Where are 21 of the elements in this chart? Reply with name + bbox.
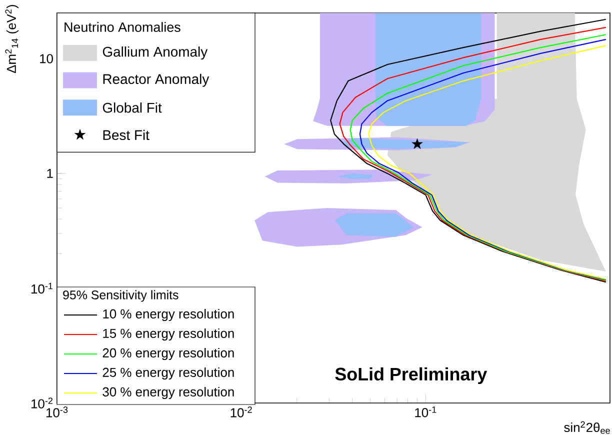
annotation: SoLid Preliminary xyxy=(335,367,488,384)
legend-title: Neutrino Anomalies xyxy=(64,22,180,32)
legend-label: 10 % energy resolution xyxy=(103,308,234,322)
y-tick-label: 10$^{-2}$ xyxy=(31,398,53,408)
legend-label: 30 % energy resolution xyxy=(102,386,234,400)
y-tick-label: 1 xyxy=(47,168,53,178)
legend-label: Best Fit xyxy=(103,130,150,140)
legend-label: 15 % energy resolution xyxy=(103,328,234,341)
legend-label: Global Fit xyxy=(102,102,162,113)
y-tick-label: 10$^{-1}$ xyxy=(31,282,53,294)
y-axis-title: Δm$^{2}$$_{14}$ (eV$^{2}$) xyxy=(5,4,19,73)
legend-label: 25 % energy resolution xyxy=(102,367,234,380)
legend-label: 20 % energy resolution xyxy=(102,348,234,360)
annotation: 95% Sensitivity limits xyxy=(63,290,178,302)
x-tick-label: 10$^{-1}$ xyxy=(415,406,436,418)
legend-label: Gallium Anomaly xyxy=(102,46,208,60)
x-tick-label: 10$^{-2}$ xyxy=(230,406,252,418)
legend-label: Reactor Anomaly xyxy=(103,74,210,87)
y-tick-label: 10 xyxy=(40,54,53,64)
x-axis-title: sin$^{2}$2θ$_{ee}$ xyxy=(564,421,610,434)
x-tick-label: 10$^{-3}$ xyxy=(46,406,68,418)
